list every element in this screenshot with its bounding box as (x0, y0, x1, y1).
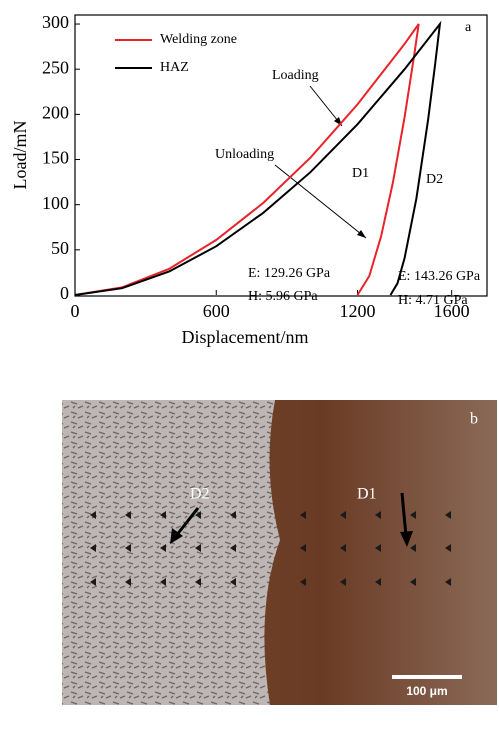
arrow (400, 492, 408, 537)
annotation: E: 143.26 GPa (398, 269, 481, 284)
annotation: D2 (426, 172, 443, 187)
arrow (174, 507, 200, 537)
arrow-head (170, 528, 183, 544)
legend-label: HAZ (160, 60, 189, 75)
annotation: H: 5.96 GPa (248, 289, 318, 304)
y-tick-label: 250 (42, 57, 69, 77)
x-axis-label: Displacement/nm (182, 327, 309, 347)
micrograph: b D2 D1 100 μm (62, 400, 497, 705)
arrow-head (357, 230, 366, 238)
indent-label: D2 (190, 486, 210, 503)
plot-frame (74, 14, 488, 297)
x-tick-label: 1600 (434, 301, 470, 321)
arrow-head (400, 531, 413, 547)
annotation: Unloading (215, 147, 274, 162)
series-line (74, 20, 442, 296)
indent-grid (90, 511, 451, 586)
annotation: Loading (272, 68, 319, 83)
y-tick-label: 100 (42, 193, 69, 213)
y-tick-label: 50 (51, 238, 69, 258)
scale-bar (392, 675, 462, 679)
panel-label: a (465, 20, 472, 35)
indent-label: D1 (357, 486, 377, 503)
annotation: E: 129.26 GPa (248, 266, 331, 281)
annotation: H: 4.71 GPa (398, 293, 468, 308)
y-tick-label: 200 (42, 102, 69, 122)
x-tick-label: 1200 (340, 301, 376, 321)
series-line (74, 23, 420, 296)
annotation: D1 (352, 166, 369, 181)
legend-label: Welding zone (160, 32, 237, 47)
y-axis-label: Load/mN (10, 121, 30, 190)
scale-bar-label: 100 μm (406, 684, 447, 698)
weld-region (62, 400, 280, 705)
y-tick-label: 300 (42, 12, 69, 32)
y-tick-label: 0 (60, 283, 69, 303)
panel-label: b (470, 411, 478, 428)
x-tick-label: 600 (203, 301, 230, 321)
x-tick-label: 0 (71, 301, 80, 321)
y-tick-label: 150 (42, 148, 69, 168)
